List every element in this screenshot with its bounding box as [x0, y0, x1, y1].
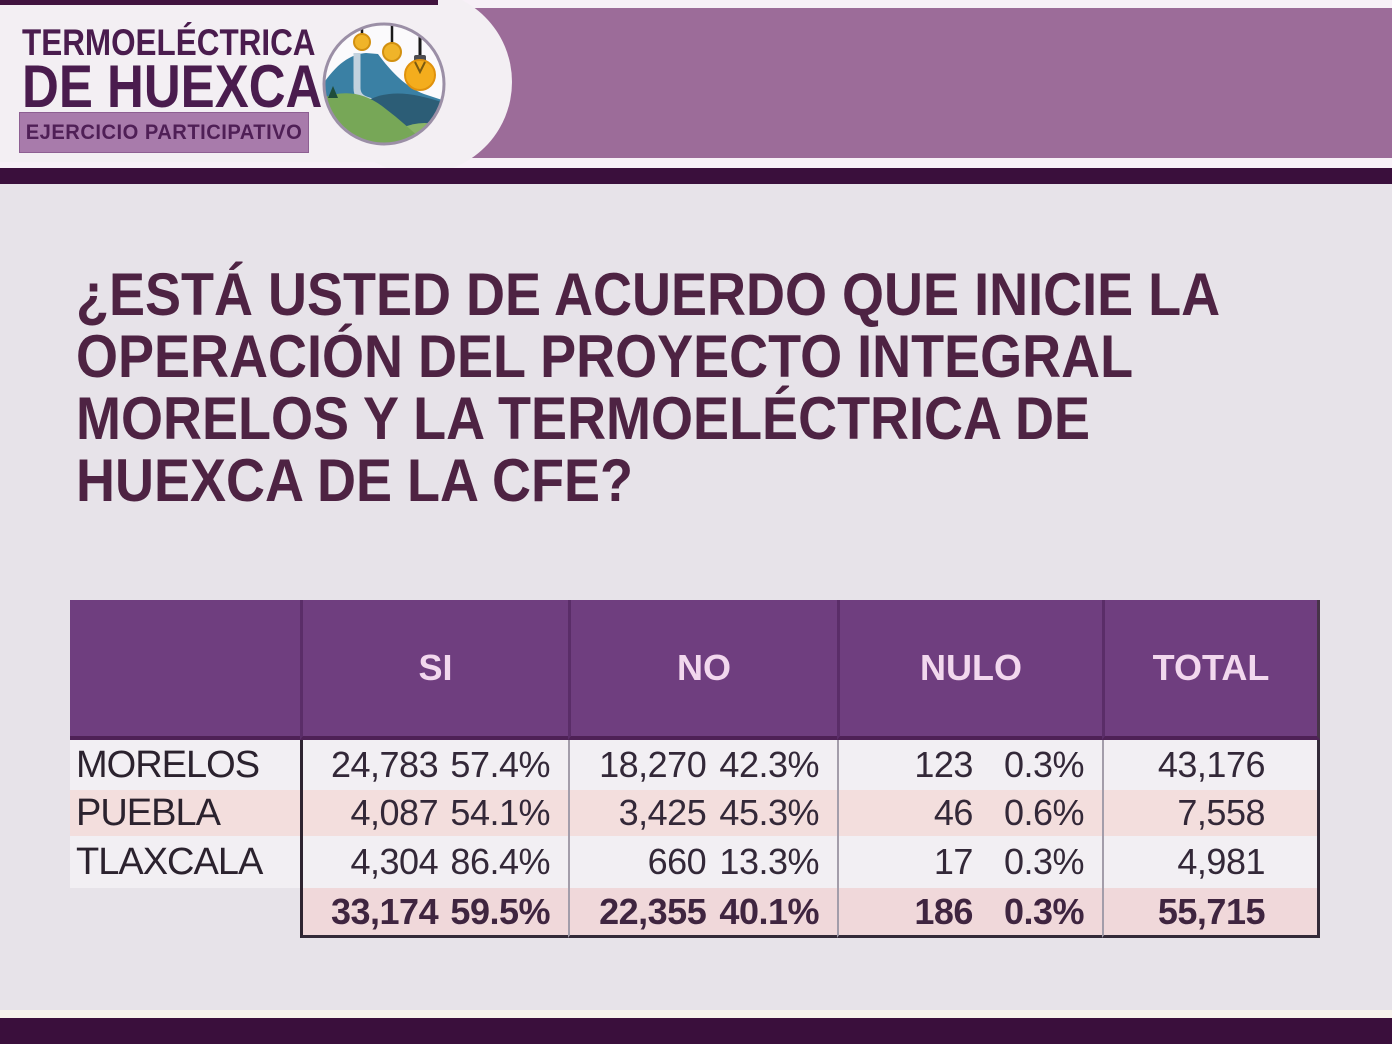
col-header-empty: [70, 600, 300, 740]
col-header-si: SI: [300, 600, 568, 740]
row-label-totals: [70, 888, 300, 938]
cell-tlaxcala-si: 4,304 86.4%: [300, 836, 568, 888]
brand-title-line2: DE HUEXCA: [22, 53, 323, 120]
cell-morelos-nulo: 123 0.3%: [837, 740, 1102, 790]
si-percent: 57.4%: [450, 744, 550, 785]
logo-illustration: [0, 0, 512, 168]
col-header-total: TOTAL: [1102, 600, 1320, 740]
band-bottom-strip: [0, 158, 1392, 168]
cell-morelos-total: 43,176: [1102, 740, 1320, 790]
cell-puebla-si: 4,087 54.1%: [300, 790, 568, 836]
nulo-percent-total: 0.3%: [1003, 890, 1085, 932]
col-header-nulo: NULO: [837, 600, 1102, 740]
brand-subtitle-text: EJERCICIO PARTICIPATIVO: [25, 120, 303, 144]
no-count: 660: [647, 841, 707, 882]
si-count: 4,087: [350, 792, 439, 833]
si-percent: 86.4%: [450, 841, 550, 882]
question-line: MORELOS Y LA TERMOELÉCTRICA DE: [76, 385, 1091, 452]
row-label-morelos: MORELOS: [70, 740, 300, 790]
col-header-no: NO: [568, 600, 837, 740]
cell-puebla-total: 7,558: [1102, 790, 1320, 836]
question-line: ¿ESTÁ USTED DE ACUERDO QUE INICIE LA: [76, 261, 1221, 328]
results-table: SI NO NULO TOTAL MORELOS 24,783 57.4% 18…: [70, 600, 1320, 938]
divider-stripe-top: [0, 168, 1392, 184]
si-percent-total: 59.5%: [450, 890, 550, 932]
no-percent: 13.3%: [719, 841, 819, 882]
footer-dark-strip: [0, 1018, 1392, 1044]
band-top-strip: [0, 0, 1392, 8]
cell-totals-si: 33,174 59.5%: [300, 888, 568, 938]
question-heading: ¿ESTÁ USTED DE ACUERDO QUE INICIE LA OPE…: [76, 264, 1390, 512]
divider-stripe-bottom: [0, 1010, 1392, 1044]
no-count-total: 22,355: [599, 890, 707, 932]
row-label-puebla: PUEBLA: [70, 790, 300, 836]
no-count: 18,270: [599, 744, 707, 785]
cell-tlaxcala-nulo: 17 0.3%: [837, 836, 1102, 888]
cell-totals-nulo: 186 0.3%: [837, 888, 1102, 938]
footer-light-strip: [0, 1010, 1392, 1018]
nulo-count: 123: [914, 744, 973, 785]
si-percent: 54.1%: [450, 792, 550, 833]
no-percent: 42.3%: [719, 744, 819, 785]
cell-totals-no: 22,355 40.1%: [568, 888, 837, 938]
cell-totals-total: 55,715: [1102, 888, 1320, 938]
brand-subtitle-badge: EJERCICIO PARTICIPATIVO: [19, 112, 309, 153]
nulo-percent: 0.6%: [1003, 792, 1085, 833]
nulo-percent: 0.3%: [1003, 744, 1085, 785]
si-count: 24,783: [330, 744, 439, 785]
si-count: 4,304: [350, 841, 439, 882]
cell-morelos-si: 24,783 57.4%: [300, 740, 568, 790]
brand-block: TERMOELÉCTRICA DE HUEXCA EJERCICIO PARTI…: [0, 0, 340, 168]
cell-tlaxcala-total: 4,981: [1102, 836, 1320, 888]
nulo-count: 17: [933, 841, 974, 882]
header-band: TERMOELÉCTRICA DE HUEXCA EJERCICIO PARTI…: [0, 0, 1392, 168]
row-label-tlaxcala: TLAXCALA: [70, 836, 300, 888]
nulo-count-total: 186: [914, 890, 973, 932]
no-percent-total: 40.1%: [719, 890, 819, 932]
cell-tlaxcala-no: 660 13.3%: [568, 836, 837, 888]
nulo-percent: 0.3%: [1003, 841, 1085, 882]
cell-puebla-no: 3,425 45.3%: [568, 790, 837, 836]
question-line: HUEXCA DE LA CFE?: [76, 447, 634, 514]
cell-morelos-no: 18,270 42.3%: [568, 740, 837, 790]
question-line: OPERACIÓN DEL PROYECTO INTEGRAL: [76, 323, 1134, 390]
no-count: 3,425: [618, 792, 707, 833]
si-count-total: 33,174: [330, 890, 439, 932]
nulo-count: 46: [933, 792, 974, 833]
cell-puebla-nulo: 46 0.6%: [837, 790, 1102, 836]
lightbulbs-icon: [353, 24, 436, 91]
brand-title-line1: TERMOELÉCTRICA: [22, 22, 316, 63]
no-percent: 45.3%: [719, 792, 819, 833]
